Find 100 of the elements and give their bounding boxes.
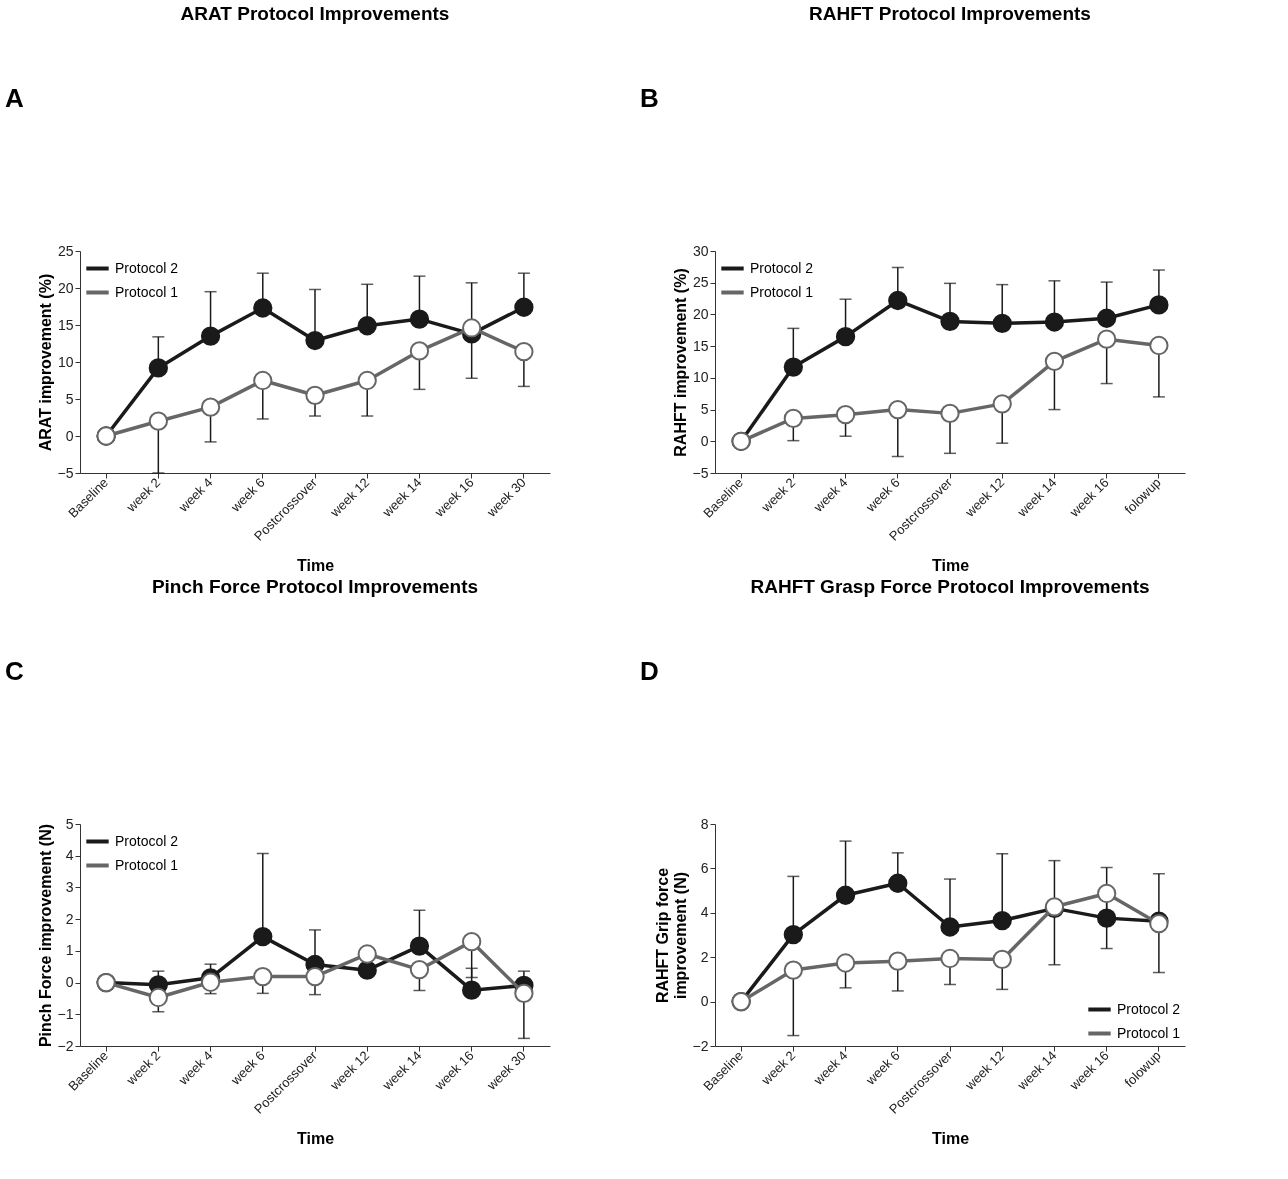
y-tick-label: 0: [700, 993, 709, 1010]
point: [462, 980, 482, 1000]
y-tick-label: 4: [700, 904, 709, 921]
y-tick-label: 10: [692, 369, 709, 386]
point: [200, 326, 221, 346]
y-axis-title: RAHFT improvement (%): [671, 268, 689, 457]
y-tick-label: 1: [65, 942, 74, 959]
y-tick-label: 5: [700, 401, 709, 418]
point: [514, 983, 534, 1003]
point: [992, 949, 1012, 970]
point: [462, 318, 482, 338]
point: [253, 966, 273, 987]
point: [305, 330, 325, 351]
point: [409, 959, 430, 980]
point: [835, 953, 856, 973]
y-tick-label: 25: [692, 274, 709, 291]
y-tick-label: 0: [65, 427, 74, 444]
point: [783, 924, 803, 945]
legend-label: Protocol 2: [115, 259, 179, 276]
point: [200, 397, 221, 417]
legend-label: Protocol 2: [1117, 1000, 1181, 1017]
point: [253, 298, 273, 318]
y-tick-label: −5: [57, 464, 74, 481]
y-axis-title: RAHFT Grip force improvement (N): [653, 867, 689, 1004]
point: [940, 917, 960, 937]
point: [462, 932, 482, 952]
point: [888, 290, 908, 311]
y-tick-label: 4: [65, 847, 74, 864]
point: [1149, 335, 1169, 356]
point: [514, 342, 534, 362]
chart-title: Pinch Force Protocol Improvements: [151, 576, 479, 597]
x-axis-title: Time: [931, 1129, 970, 1147]
point: [1149, 295, 1169, 315]
point: [888, 873, 908, 893]
y-tick-label: 25: [57, 242, 74, 259]
x-axis-title: Time: [931, 556, 970, 574]
point: [992, 313, 1012, 333]
y-tick-label: 20: [57, 279, 74, 296]
point: [305, 385, 325, 405]
point: [835, 885, 856, 905]
y-tick-label: 15: [57, 316, 74, 333]
point: [888, 951, 908, 971]
point: [514, 297, 534, 317]
y-tick-label: 2: [65, 910, 74, 927]
point: [409, 341, 430, 361]
point: [1097, 883, 1117, 904]
point: [148, 411, 168, 431]
point: [409, 936, 430, 956]
point: [357, 960, 377, 980]
point: [148, 358, 168, 378]
y-tick-label: −1: [57, 1005, 74, 1022]
legend-label: Protocol 2: [115, 832, 179, 849]
legend-label: Protocol 1: [750, 283, 814, 300]
point: [305, 966, 325, 987]
y-tick-label: 6: [700, 859, 709, 876]
legend-label: Protocol 1: [115, 856, 179, 873]
chart-title: ARAT Protocol Improvements: [180, 3, 450, 24]
x-axis-title: Time: [296, 1129, 335, 1147]
point: [835, 326, 856, 347]
point: [357, 944, 377, 964]
legend-label: Protocol 1: [1117, 1024, 1181, 1041]
point: [1044, 351, 1065, 372]
point: [783, 408, 803, 429]
y-axis-title: ARAT improvement (%): [36, 273, 54, 452]
point: [888, 399, 908, 420]
point: [783, 960, 803, 980]
y-tick-label: 0: [700, 432, 709, 449]
y-tick-label: 8: [700, 815, 709, 832]
point: [992, 910, 1012, 931]
y-tick-label: −2: [692, 1037, 709, 1054]
point: [253, 370, 273, 391]
y-tick-label: 20: [692, 305, 709, 322]
y-tick-label: 2: [700, 948, 709, 965]
y-axis-title: Pinch Force improvement (N): [36, 823, 54, 1048]
text: D: [640, 656, 659, 686]
point: [148, 987, 168, 1008]
y-tick-label: 5: [65, 815, 74, 832]
legend-label: Protocol 1: [115, 283, 179, 300]
point: [940, 948, 960, 969]
point: [1097, 908, 1117, 928]
point: [357, 316, 377, 336]
point: [357, 370, 377, 391]
y-tick-label: 0: [65, 974, 74, 991]
y-tick-label: 5: [65, 390, 74, 407]
chart-title: RAHFT Grasp Force Protocol Improvements: [750, 576, 1150, 597]
y-tick-label: 10: [57, 353, 74, 370]
point: [783, 357, 803, 377]
point: [835, 405, 856, 425]
point: [1044, 312, 1065, 332]
y-tick-label: 3: [65, 878, 74, 895]
y-tick-label: −5: [692, 464, 709, 481]
chart-title: RAHFT Protocol Improvements: [809, 3, 1091, 24]
y-tick-label: −2: [57, 1037, 74, 1054]
text: B: [640, 83, 659, 113]
point: [1097, 329, 1117, 349]
point: [409, 309, 430, 329]
text: C: [5, 656, 24, 686]
point: [992, 394, 1012, 414]
x-axis-title: Time: [296, 556, 335, 574]
y-tick-label: 15: [692, 337, 709, 354]
